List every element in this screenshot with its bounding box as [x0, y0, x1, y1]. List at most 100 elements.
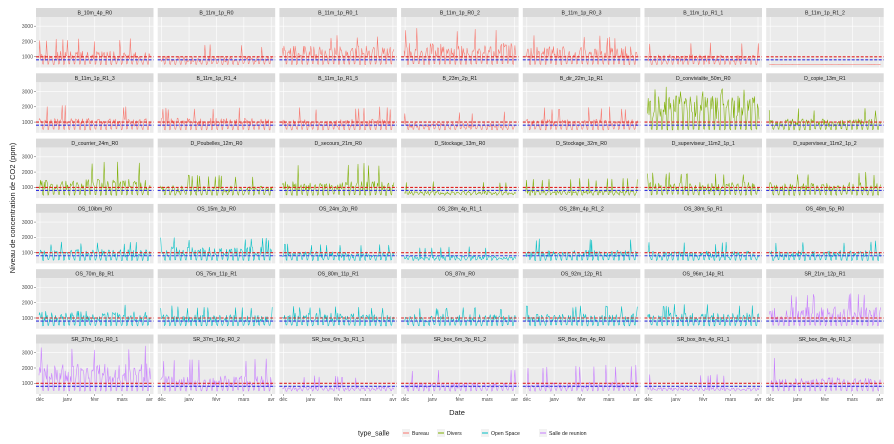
facet-panel: D_Poubelles_12m_R0 — [157, 138, 276, 199]
y-axis-title: Niveau de concentration de CO2 (ppm) — [8, 142, 17, 273]
facet-strip — [401, 138, 519, 148]
facet-strip-label: D_superviseur_11m2_1p_1 — [672, 141, 735, 147]
facet-strip-label: OS_15m_2p_R0 — [197, 206, 236, 212]
x-tick-label: févr — [456, 397, 465, 403]
facet-strip — [766, 138, 884, 148]
co2-series-line — [647, 42, 760, 65]
co2-series-line — [160, 107, 273, 131]
facet-panel: B_dir_22m_1p_R1 — [522, 73, 641, 133]
co2-series-line — [160, 237, 273, 261]
facet-strip — [279, 8, 397, 17]
facet-strip-label: B_11m_1p_R1_4 — [196, 76, 236, 82]
facet-strip-label: D_Stockage_32m_R0 — [556, 141, 607, 147]
facet-strip — [157, 8, 276, 17]
x-tick-label: déc — [644, 397, 653, 403]
axes: 1000 2000 3000 1000 2000 3000 1000 2000 3000 1000… — [22, 24, 884, 403]
facet-strip-label: SR_Box_8m_4p_R0 — [558, 337, 605, 343]
x-tick-label: mars — [360, 397, 372, 403]
co2-series-line — [647, 304, 760, 327]
x-tick-label: févr — [334, 397, 343, 403]
x-tick-label: déc — [401, 397, 410, 403]
co2-series-line — [769, 240, 881, 261]
x-tick-label: mars — [603, 397, 615, 403]
x-tick-label: janv — [670, 397, 681, 403]
x-axis-title: Date — [449, 408, 465, 417]
facet-panel: SR_box_6m_3p_R1_2 — [401, 334, 519, 394]
y-tick-label: 1000 — [22, 120, 33, 126]
facet-panel: B_11m_1p_R0_2 — [401, 8, 519, 68]
facet-panel: D_courrier_24m_R0 — [36, 138, 154, 199]
y-tick-label: 2000 — [22, 39, 33, 45]
facet-panel: SR_37m_16p_R0_2 — [157, 334, 276, 394]
facet-strip-label: B_11m_1p_R1_2 — [805, 11, 845, 17]
facet-strip-label: B_11m_1p_R0 — [199, 11, 233, 17]
y-tick-label: 2000 — [22, 235, 33, 241]
x-tick-label: déc — [766, 397, 775, 403]
x-tick-label: mars — [482, 397, 494, 403]
facet-strip — [279, 73, 397, 83]
facet-panel: OS_96m_14p_R1 — [644, 269, 762, 329]
y-tick-label: 1000 — [22, 55, 33, 61]
co2-series-line — [38, 105, 151, 131]
x-tick-label: déc — [279, 397, 288, 403]
facet-strip-label: B_dir_22m_1p_R1 — [560, 76, 603, 82]
legend-label: Open Space — [491, 431, 520, 437]
facet-strip — [36, 73, 154, 83]
co2-series-line — [403, 28, 516, 65]
facet-panel: SR_box_8m_4p_R1_1 — [644, 334, 762, 394]
facet-strip — [401, 269, 519, 279]
facet-panel: SR_box_8m_4p_R1_2 — [766, 334, 884, 394]
facet-strip — [766, 269, 884, 279]
co2-series-line — [160, 174, 273, 196]
x-tick-label: févr — [821, 397, 830, 403]
x-tick-label: janv — [427, 397, 438, 403]
facet-panel: SR_box_6m_3p_R1_1 — [279, 334, 397, 394]
facet-strip-label: D_Stockage_13m_R0 — [434, 141, 485, 147]
x-tick-label: avr — [389, 397, 396, 403]
facet-strip-label: SR_box_8m_4p_R1_2 — [799, 337, 852, 343]
x-tick-label: févr — [212, 397, 221, 403]
x-tick-label: avr — [755, 397, 762, 403]
y-tick-label: 2000 — [22, 105, 33, 111]
co2-series-line — [647, 172, 760, 196]
facet-panel: OS_87m_R0 — [401, 269, 519, 329]
y-tick-label: 3000 — [22, 350, 33, 356]
co2-series-line — [282, 35, 395, 65]
co2-series-line — [525, 238, 638, 261]
facet-strip-label: SR_box_6m_3p_R1_2 — [434, 337, 487, 343]
x-tick-label: janv — [183, 397, 194, 403]
facet-panel: D_superviseur_11m2_1p_1 — [644, 138, 762, 199]
facet-strip-label: SR_box_6m_3p_R1_1 — [312, 337, 365, 343]
y-tick-label: 1000 — [22, 250, 33, 256]
x-tick-label: févr — [699, 397, 708, 403]
facet-strip — [644, 138, 762, 148]
co2-series-line — [525, 178, 638, 196]
facet-strip — [766, 73, 884, 83]
facet-strip-label: B_10m_4p_R0 — [77, 11, 112, 17]
x-tick-label: déc — [36, 397, 45, 403]
co2-series-line — [282, 306, 395, 327]
facet-panel: B_11m_1p_R1_5 — [279, 73, 397, 133]
facet-strip-label: D_superviseur_11m2_1p_2 — [793, 141, 856, 147]
facet-panel: SR_21m_12p_R1 — [766, 269, 884, 329]
co2-series-line — [38, 241, 151, 261]
co2-series-line — [525, 106, 638, 131]
facet-strip — [522, 203, 641, 213]
x-tick-label: avr — [633, 397, 640, 403]
facet-strip — [644, 73, 762, 83]
x-tick-label: janv — [792, 397, 803, 403]
co2-series-line — [403, 246, 516, 261]
x-tick-label: janv — [62, 397, 73, 403]
facet-strip — [522, 73, 641, 83]
facet-strip — [157, 269, 276, 279]
x-tick-label: mars — [238, 397, 250, 403]
y-tick-label: 3000 — [22, 24, 33, 30]
facet-strip-label: D_Poubelles_12m_R0 — [190, 141, 242, 147]
facet-strip — [279, 138, 397, 148]
legend-label: Bureau — [412, 431, 429, 437]
facet-strip-label: B_11m_1p_R1_1 — [683, 11, 723, 17]
co2-series-line — [404, 181, 516, 196]
x-tick-label: avr — [876, 397, 883, 403]
y-tick-label: 1000 — [22, 316, 33, 322]
